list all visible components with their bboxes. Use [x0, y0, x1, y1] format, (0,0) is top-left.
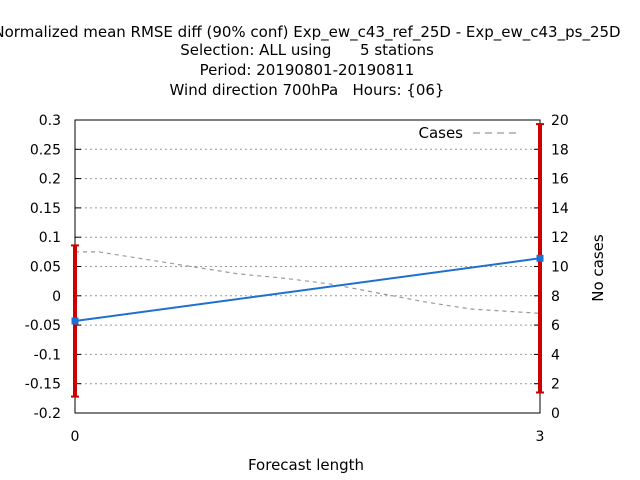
title-line-3: Period: 20190801-20190811	[200, 61, 415, 79]
title-line-2: Selection: ALL using 5 stations	[180, 41, 434, 59]
y-tick-label: 0.25	[30, 142, 61, 158]
series	[71, 123, 544, 398]
y2-tick-label: 6	[551, 318, 560, 334]
y2-tick-label: 14	[551, 201, 569, 217]
y2-tick-label: 12	[551, 230, 569, 246]
y-tick-label: 0	[52, 289, 61, 305]
y2-tick-label: 2	[551, 377, 560, 393]
x-axis-label: Forecast length	[248, 456, 364, 474]
cases-series-line	[75, 251, 541, 314]
y2-tick-label: 4	[551, 347, 560, 363]
y-tick-label: 0.15	[30, 201, 61, 217]
x-tick-label: 3	[536, 429, 545, 445]
y-axis-left: -0.2 -0.15 -0.1 -0.05 0 0.05 0.1 0.15 0.2 0.25 0.3	[25, 113, 81, 422]
y2-tick-label: 10	[551, 260, 569, 276]
x-tick-label: 0	[71, 429, 80, 445]
y-tick-label: 0.1	[39, 230, 61, 246]
y-tick-label: 0.3	[39, 113, 61, 129]
legend: Cases	[418, 124, 521, 142]
title-line-1: Normalized mean RMSE diff (90% conf) Exp…	[0, 23, 621, 42]
y2-tick-label: 18	[551, 142, 569, 158]
y2-tick-label: 0	[551, 406, 560, 422]
y-tick-label: -0.1	[34, 347, 61, 363]
rmse-diff-point	[536, 254, 544, 262]
y-tick-label: -0.15	[25, 377, 61, 393]
y-tick-label: 0.2	[39, 172, 61, 188]
y2-tick-label: 8	[551, 289, 560, 305]
chart-title: Normalized mean RMSE diff (90% conf) Exp…	[0, 23, 621, 99]
y-tick-label: -0.05	[25, 318, 61, 334]
y2-tick-label: 16	[551, 172, 569, 188]
rmse-diff-point	[71, 317, 79, 325]
grid	[75, 148, 540, 385]
title-line-4: Wind direction 700hPa Hours: {06}	[170, 81, 445, 99]
y2-axis-label: No cases	[589, 234, 607, 302]
y-axis-right: 0 2 4 6 8 10 12 14 16 18 20	[534, 113, 569, 422]
y-tick-label: 0.05	[30, 260, 61, 276]
y-tick-label: -0.2	[34, 406, 61, 422]
rmse-diff-series-line	[74, 257, 541, 322]
y2-tick-label: 20	[551, 113, 569, 129]
legend-label-cases: Cases	[418, 124, 463, 142]
